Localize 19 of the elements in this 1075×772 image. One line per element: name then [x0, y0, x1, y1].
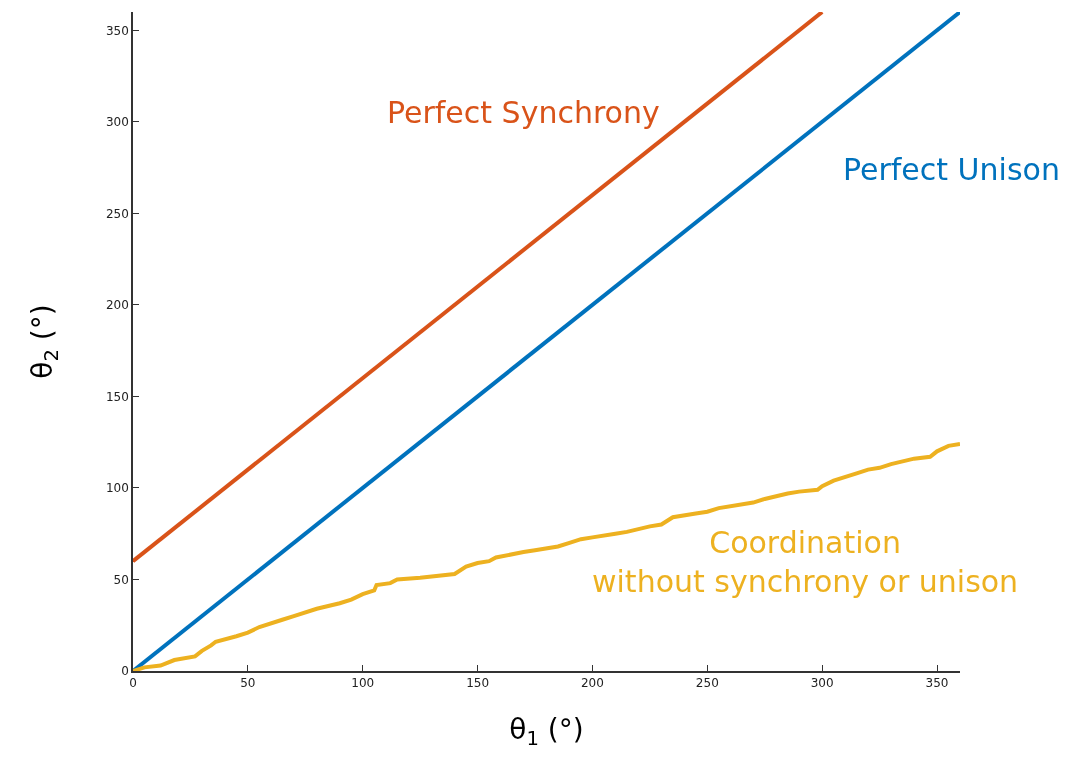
x-tick-label: 350: [925, 676, 949, 691]
y-tick-label: 200: [105, 298, 129, 313]
y-tick-label: 50: [113, 572, 129, 587]
x-tick-label: 150: [466, 676, 490, 691]
series-label: Perfect Synchrony: [387, 95, 660, 130]
series-label: Perfect Unison: [843, 152, 1060, 187]
x-axis-title: θ$_{1}$ (°): [509, 712, 584, 750]
x-tick-label: 100: [351, 676, 375, 691]
x-tick-label: 250: [695, 676, 719, 691]
y-tick-label: 250: [105, 206, 129, 221]
x-tick-label: 300: [810, 676, 834, 691]
y-tick-label: 150: [105, 389, 129, 404]
x-tick-label: 50: [240, 676, 256, 691]
x-tick-label: 200: [580, 676, 604, 691]
y-tick-label: 350: [105, 23, 129, 38]
y-tick-label: 300: [105, 115, 129, 130]
series-label: Coordination without synchrony or unison: [592, 525, 1019, 599]
y-tick-label: 100: [105, 481, 129, 496]
y-tick-label: 0: [121, 664, 129, 679]
